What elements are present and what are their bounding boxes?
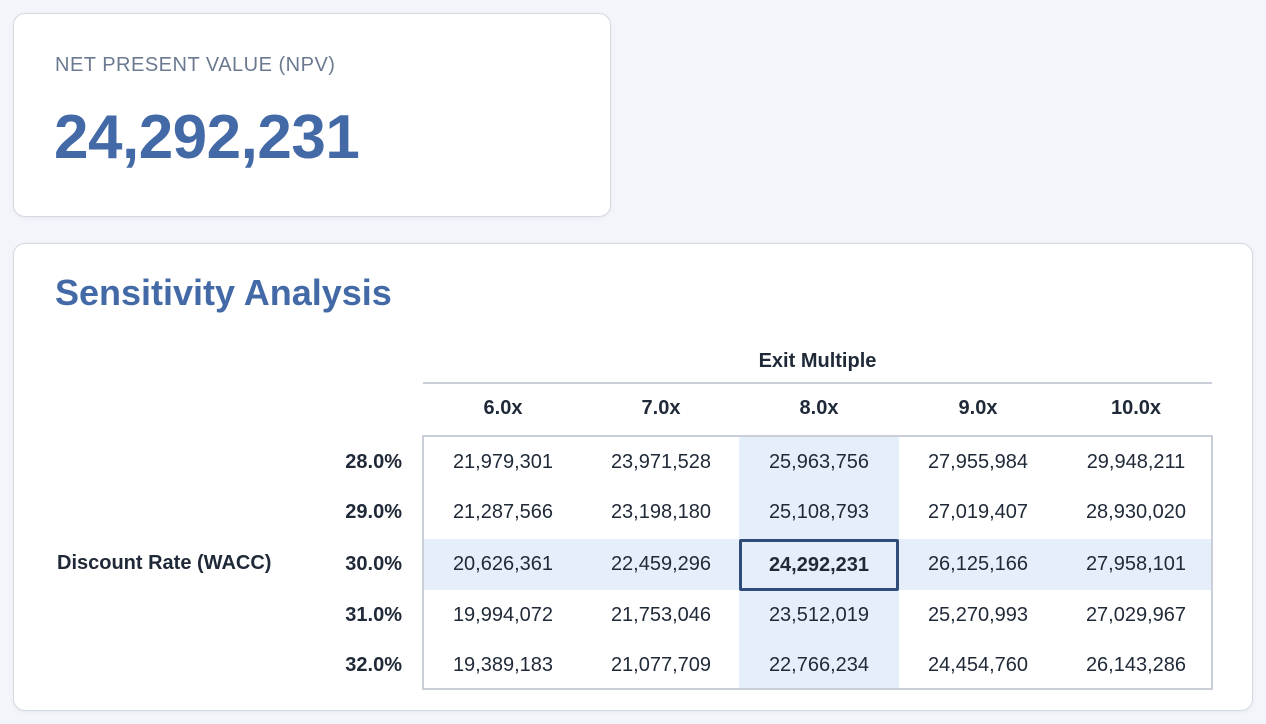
table-cell: 26,125,166 (927, 553, 1029, 575)
table-cell: 28,930,020 (1085, 501, 1187, 523)
base-case-cell: 24,292,231 (739, 539, 899, 591)
sensitivity-card: Sensitivity Analysis Exit Multiple 6.0x 7… (13, 243, 1253, 711)
table-cell: 25,108,793 (768, 501, 870, 523)
table-cell: 27,955,984 (927, 451, 1029, 473)
column-header: 8.0x (799, 397, 839, 419)
row-header: 32.0% (345, 654, 402, 676)
sensitivity-title: Sensitivity Analysis (55, 272, 392, 313)
row-header: 29.0% (345, 501, 402, 523)
table-cell: 22,766,234 (768, 654, 870, 676)
row-header: 31.0% (345, 604, 402, 626)
table-cell: 22,459,296 (610, 553, 712, 575)
column-header: 7.0x (641, 397, 681, 419)
row-header: 28.0% (345, 451, 402, 473)
table-cell: 21,077,709 (610, 654, 712, 676)
column-header: 6.0x (483, 397, 523, 419)
table-cell: 24,454,760 (927, 654, 1029, 676)
exit-multiple-axis-label: Exit Multiple (758, 350, 877, 372)
table-cell: 21,979,301 (452, 451, 554, 473)
table-cell: 23,971,528 (610, 451, 712, 473)
row-header: 30.0% (345, 553, 402, 575)
npv-value: 24,292,231 (54, 103, 360, 172)
npv-card: NET PRESENT VALUE (NPV) 24,292,231 (13, 13, 611, 217)
column-header: 9.0x (958, 397, 998, 419)
table-cell: 20,626,361 (452, 553, 554, 575)
table-cell: 27,019,407 (927, 501, 1029, 523)
table-cell: 19,389,183 (452, 654, 554, 676)
sensitivity-grid: 21,979,301 23,971,528 25,963,756 27,955,984… (422, 435, 1213, 690)
axis-divider (423, 382, 1212, 384)
table-cell: 23,198,180 (610, 501, 712, 523)
table-cell: 21,287,566 (452, 501, 554, 523)
table-cell: 19,994,072 (452, 604, 554, 626)
table-cell: 27,029,967 (1085, 604, 1187, 626)
table-cell: 26,143,286 (1085, 654, 1187, 676)
table-cell: 25,963,756 (768, 451, 870, 473)
table-cell: 23,512,019 (768, 604, 870, 626)
column-header: 10.0x (1110, 397, 1162, 419)
table-cell: 27,958,101 (1085, 553, 1187, 575)
table-cell: 29,948,211 (1086, 451, 1186, 473)
discount-rate-axis-label: Discount Rate (WACC) (57, 552, 272, 574)
table-cell: 21,753,046 (610, 604, 712, 626)
base-row-highlight (424, 539, 1211, 590)
table-cell: 25,270,993 (927, 604, 1029, 626)
npv-label: NET PRESENT VALUE (NPV) (55, 54, 336, 76)
